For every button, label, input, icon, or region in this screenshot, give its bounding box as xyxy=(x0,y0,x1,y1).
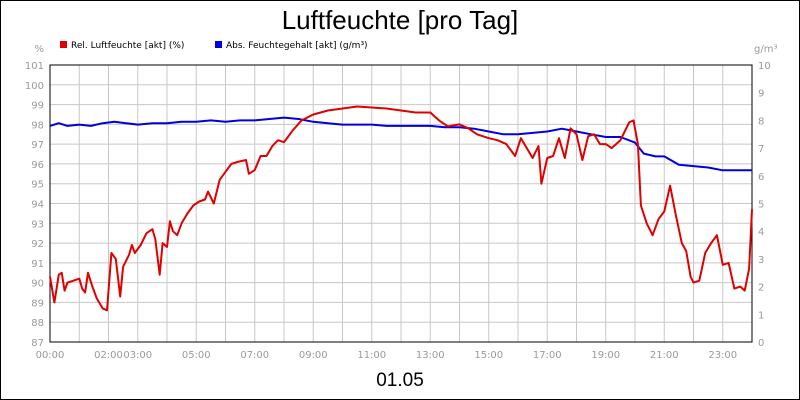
plot-border xyxy=(49,64,753,343)
y-left-tick-label: 99 xyxy=(31,101,44,112)
y-right-tick-label: 0 xyxy=(758,338,764,349)
y-right-tick-label: 9 xyxy=(758,89,764,100)
y-right-tick-label: 3 xyxy=(758,255,764,266)
y-left-tick-label: 92 xyxy=(31,239,44,250)
right-axis-unit: g/m³ xyxy=(754,44,777,55)
y-right-tick-label: 10 xyxy=(758,61,771,72)
y-left-tick-label: 90 xyxy=(31,279,44,290)
legend-label-rel: Rel. Luftfeuchte [akt] (%) xyxy=(71,41,184,51)
y-right-tick-label: 2 xyxy=(758,283,764,294)
x-tick-label: 05:00 xyxy=(182,350,211,361)
y-left-tick-label: 87 xyxy=(31,338,44,349)
x-tick-label: 19:00 xyxy=(591,350,620,361)
y-right-tick-label: 8 xyxy=(758,116,764,127)
x-tick-label: 07:00 xyxy=(240,350,269,361)
date-label: 01.05 xyxy=(376,370,424,391)
y-right-tick-label: 1 xyxy=(758,310,764,321)
y-right-tick-label: 7 xyxy=(758,144,764,155)
left-axis-unit: % xyxy=(34,44,44,55)
x-tick-label: 02:00 xyxy=(94,350,123,361)
chart-title: Luftfeuchte [pro Tag] xyxy=(282,5,519,35)
y-left-tick-label: 93 xyxy=(31,219,44,230)
y-left-tick-label: 101 xyxy=(25,61,44,72)
y-left-tick-label: 95 xyxy=(31,180,44,191)
x-tick-label: 03:00 xyxy=(123,350,152,361)
y-right-tick-label: 6 xyxy=(758,172,764,183)
legend-swatch-abs xyxy=(215,41,222,48)
y-right-tick-label: 4 xyxy=(758,227,764,238)
y-right-tick-label: 5 xyxy=(758,200,764,211)
x-tick-label: 15:00 xyxy=(474,350,503,361)
y-left-tick-label: 89 xyxy=(31,298,44,309)
x-tick-label: 23:00 xyxy=(708,350,737,361)
legend-swatch-rel xyxy=(60,41,67,48)
series-line-rel-humidity xyxy=(49,105,753,312)
y-left-tick-label: 97 xyxy=(31,140,44,151)
y-left-tick-label: 88 xyxy=(31,318,44,329)
x-tick-label: 13:00 xyxy=(416,350,445,361)
plot-area: 8788899091929394959697989910010101234567… xyxy=(25,61,771,361)
x-tick-label: 17:00 xyxy=(533,350,562,361)
x-tick-label: 21:00 xyxy=(650,350,679,361)
x-tick-label: 00:00 xyxy=(36,350,65,361)
y-left-tick-label: 91 xyxy=(31,259,44,270)
y-left-tick-label: 94 xyxy=(31,200,44,211)
series-line-abs-humidity xyxy=(49,116,752,172)
y-left-tick-label: 100 xyxy=(25,81,44,92)
y-left-tick-label: 98 xyxy=(31,120,44,131)
x-tick-label: 11:00 xyxy=(357,350,386,361)
x-tick-label: 09:00 xyxy=(299,350,328,361)
legend: Rel. Luftfeuchte [akt] (%) Abs. Feuchteg… xyxy=(60,41,368,51)
legend-label-abs: Abs. Feuchtegehalt [akt] (g/m³) xyxy=(226,41,368,51)
y-left-tick-label: 96 xyxy=(31,160,44,171)
